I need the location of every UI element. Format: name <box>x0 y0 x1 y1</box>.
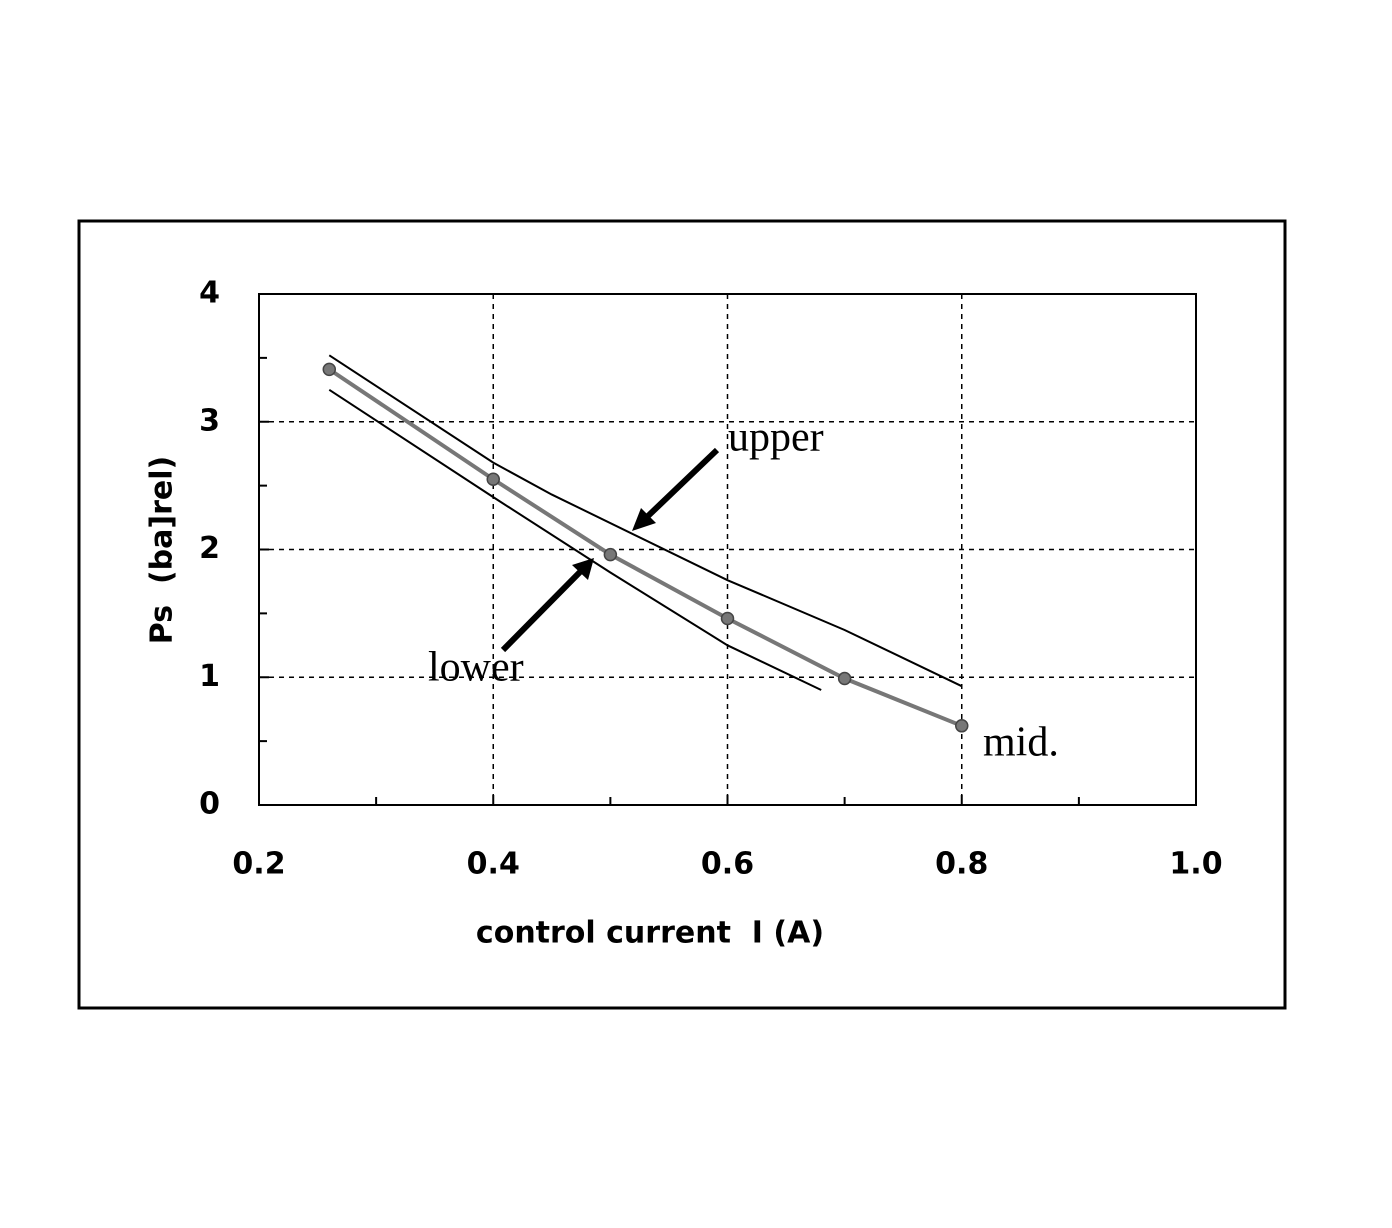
x-tick-label: 0.4 <box>467 847 520 882</box>
y-tick-label: 1 <box>199 659 220 694</box>
annotation-lower: lower <box>428 645 524 691</box>
arrow-lower <box>500 569 583 653</box>
x-tick-label: 1.0 <box>1169 847 1222 882</box>
series-line <box>328 388 822 691</box>
point <box>955 719 969 733</box>
arrowhead-upper <box>632 508 656 531</box>
series-line <box>328 354 963 688</box>
x-axis-label: control current I (A) <box>476 916 824 951</box>
point <box>720 611 735 626</box>
y-tick-label: 3 <box>199 403 220 438</box>
point <box>837 671 852 686</box>
arrowhead-lower <box>572 558 594 580</box>
annotation-mid: mid. <box>983 720 1059 766</box>
x-tick-label: 0.6 <box>701 847 754 882</box>
arrow-upper <box>645 447 720 519</box>
y-tick-label: 2 <box>199 531 220 566</box>
frame <box>77 219 1287 1010</box>
point <box>322 362 337 377</box>
point <box>603 547 618 562</box>
y-axis-label: Ps (ba]rel) <box>145 456 180 644</box>
series-line <box>328 367 963 728</box>
point <box>486 472 500 486</box>
x-tick-label: 0.8 <box>935 847 988 882</box>
y-tick-label: 0 <box>199 787 220 822</box>
y-tick-label: 4 <box>199 276 220 311</box>
x-tick-label: 0.2 <box>232 847 285 882</box>
